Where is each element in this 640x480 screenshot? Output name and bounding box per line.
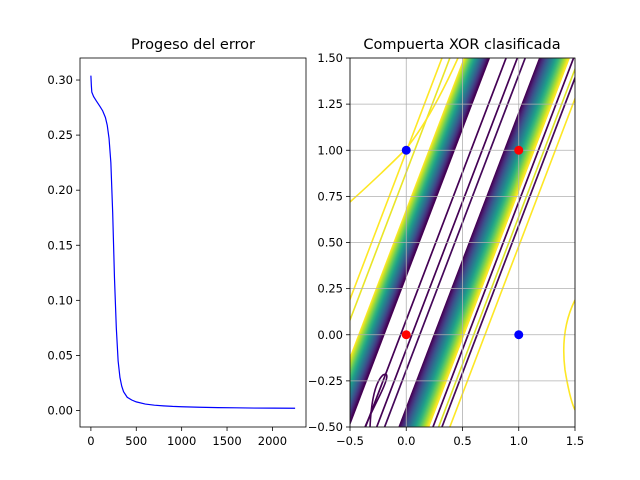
- y-tick-label: 1.25: [317, 97, 343, 111]
- xor-points: [401, 145, 524, 340]
- y-tick-label: 0.25: [47, 128, 73, 142]
- x-tick-label: 0.5: [453, 434, 471, 448]
- x-tick-label: −0.5: [336, 434, 364, 448]
- y-tick-label: 0.15: [47, 238, 73, 252]
- contour-curve: [562, 299, 575, 411]
- y-tick-label: 0.10: [47, 293, 73, 307]
- xor-chart-x-axis: −0.5 0.0 0.5 1.0 1.5: [336, 427, 584, 448]
- xor-chart: Compuerta XOR clasificada −0.50−0.250.00…: [308, 37, 584, 448]
- xor-chart-y-axis: −0.50 −0.25 0.00 0.25 0.50 0.75 1.00 1.25 1.50: [308, 51, 350, 434]
- xor-data-point: [514, 330, 524, 340]
- y-tick-label: 0.05: [47, 348, 73, 362]
- x-tick-label: 1500: [212, 434, 241, 448]
- x-tick-label: 500: [125, 434, 147, 448]
- error-chart: Progeso del error 0.000.050.100.150.200.…: [47, 37, 307, 448]
- error-chart-y-axis: 0.00 0.05 0.10 0.15 0.20 0.25 0.30: [47, 73, 80, 417]
- xor-data-point: [514, 145, 524, 155]
- error-chart-frame: [79, 57, 307, 428]
- y-tick-label: 0.75: [317, 189, 343, 203]
- x-tick-label: 2000: [258, 434, 287, 448]
- y-tick-label: −0.50: [308, 420, 343, 434]
- x-tick-label: 0: [87, 434, 94, 448]
- contour-curve: [364, 373, 388, 427]
- xor-data-point: [401, 330, 411, 340]
- y-tick-label: 0.00: [317, 328, 343, 342]
- x-tick-label: 1.0: [510, 434, 528, 448]
- x-tick-label: 1000: [167, 434, 196, 448]
- xor-chart-frame: [349, 57, 576, 428]
- xor-data-point: [401, 145, 411, 155]
- y-tick-label: 0.25: [317, 282, 343, 296]
- error-series-line: [90, 75, 296, 409]
- y-tick-label: −0.25: [308, 374, 343, 388]
- y-tick-label: 0.00: [47, 403, 73, 417]
- x-tick-label: 0.0: [397, 434, 415, 448]
- error-chart-x-axis: 0 500 1000 1500 2000: [87, 427, 287, 448]
- error-chart-title: Progeso del error: [131, 37, 255, 53]
- y-tick-label: 1.00: [317, 143, 343, 157]
- xor-chart-title: Compuerta XOR clasificada: [363, 37, 560, 53]
- y-tick-label: 1.50: [317, 51, 343, 65]
- y-tick-label: 0.20: [47, 183, 73, 197]
- y-tick-label: 0.50: [317, 236, 343, 250]
- y-tick-label: 0.30: [47, 73, 73, 87]
- x-tick-label: 1.5: [566, 434, 584, 448]
